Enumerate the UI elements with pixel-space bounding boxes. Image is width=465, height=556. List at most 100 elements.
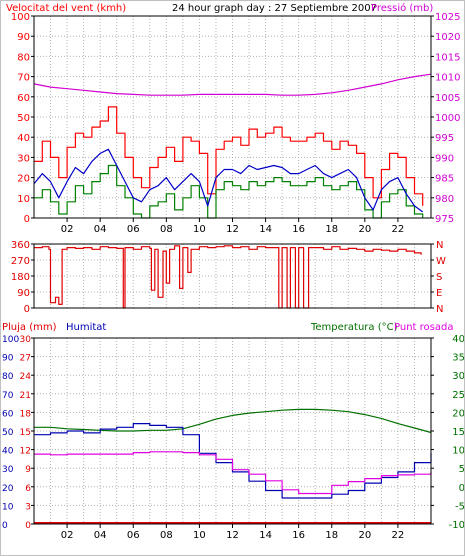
humidity-ytick-label: 20 xyxy=(2,484,14,494)
pressure-ytick-label: 995 xyxy=(435,133,454,144)
direction-panel-frame xyxy=(33,243,432,309)
climate-panel-xtick-label: 08 xyxy=(160,530,173,541)
climate-panel-xtick-label: 14 xyxy=(259,530,272,541)
wind-ytick-label: 40 xyxy=(17,133,30,144)
rain-ytick-label: 12 xyxy=(20,447,31,457)
wind-panel-xtick-label: 04 xyxy=(94,224,107,235)
wind-panel-xtick-label: 16 xyxy=(292,224,305,235)
pressure-ytick-label: 1025 xyxy=(435,12,460,23)
humidity-ytick-label: 90 xyxy=(2,354,14,364)
temperature-ytick-label: 5 xyxy=(459,464,465,475)
pressure-label: Pressió (mb) xyxy=(371,2,433,14)
direction-ytick-label: 270 xyxy=(11,256,30,267)
compass-label: E xyxy=(436,288,442,299)
wind-panel-xtick-label: 12 xyxy=(226,224,239,235)
climate-panel-xtick-label: 16 xyxy=(292,530,305,541)
climate-panel-xtick-label: 22 xyxy=(392,530,405,541)
temperature-ytick-label: 10 xyxy=(452,446,465,457)
pressure-ytick-label: 1020 xyxy=(435,32,460,43)
wind-min-line xyxy=(34,164,424,219)
temperature-ytick-label: 15 xyxy=(452,427,465,438)
temperature-ytick-label: -10 xyxy=(449,520,465,531)
pressure-ytick-label: 1005 xyxy=(435,93,460,104)
direction-ytick-label: 180 xyxy=(11,272,30,283)
pressure-ytick-label: 980 xyxy=(435,194,454,205)
wind-speed-label: Velocitat del vent (kmh) xyxy=(6,3,126,14)
climate-panel-xtick-label: 04 xyxy=(94,530,107,541)
climate-panel-xtick-label: 06 xyxy=(127,530,140,541)
wind-ytick-label: 80 xyxy=(17,52,30,63)
wind-panel-xtick-label: 18 xyxy=(325,224,338,235)
direction-ytick-label: 360 xyxy=(11,240,30,251)
humidity-ytick-label: 70 xyxy=(2,391,14,401)
rain-ytick-label: 9 xyxy=(25,465,31,475)
wind-panel-xtick-label: 02 xyxy=(61,224,74,235)
wind-panel-xtick-label: 14 xyxy=(259,224,272,235)
rain-label: Pluja (mm) xyxy=(2,322,57,333)
wind-ytick-label: 100 xyxy=(11,12,30,23)
direction-ytick-label: 90 xyxy=(17,288,30,299)
rain-ytick-label: 21 xyxy=(20,391,31,401)
wind-panel-xtick-label: 06 xyxy=(127,224,140,235)
climate-panel-xtick-label: 10 xyxy=(193,530,206,541)
climate-panel-xtick-label: 18 xyxy=(325,530,338,541)
compass-label: S xyxy=(436,272,442,283)
rain-ytick-label: 15 xyxy=(20,428,31,438)
wind-direction-line xyxy=(34,245,422,309)
wind-panel-xtick-label: 20 xyxy=(358,224,371,235)
climate-panel-xtick-label: 12 xyxy=(226,530,239,541)
temperature-ytick-label: 0 xyxy=(459,483,465,494)
temperature-label: Temperatura (°C) xyxy=(310,322,398,333)
rain-ytick-label: 3 xyxy=(25,502,31,512)
rain-ytick-label: 18 xyxy=(20,409,32,419)
wind-panel-xtick-label: 08 xyxy=(160,224,173,235)
pressure-line xyxy=(33,73,432,96)
temperature-ytick-label: -5 xyxy=(455,501,465,512)
wind-ytick-label: 30 xyxy=(17,153,30,164)
temperature-ytick-label: 20 xyxy=(452,408,465,419)
temperature-ytick-label: 35 xyxy=(452,353,465,364)
pressure-ytick-label: 1000 xyxy=(435,113,460,124)
rain-ytick-label: 0 xyxy=(25,521,31,531)
pressure-ytick-label: 1010 xyxy=(435,73,460,84)
wind-avg-line xyxy=(33,148,424,213)
wind-panel-xtick-label: 22 xyxy=(392,224,405,235)
rain-ytick-label: 6 xyxy=(25,484,31,494)
humidity-label: Humitat xyxy=(66,322,106,333)
humidity-ytick-label: 30 xyxy=(2,465,14,475)
pressure-ytick-label: 975 xyxy=(435,214,454,225)
humidity-ytick-label: 80 xyxy=(2,372,14,382)
climate-panel-xtick-label: 20 xyxy=(358,530,371,541)
chart-title: 24 hour graph day : 27 Septiembre 2007 xyxy=(172,3,377,14)
dewpoint-label: Punt rosada xyxy=(394,322,453,333)
pressure-ytick-label: 985 xyxy=(435,174,454,185)
wind-ytick-label: 50 xyxy=(17,113,30,124)
direction-ytick-label: 0 xyxy=(24,304,30,315)
humidity-ytick-label: 50 xyxy=(2,428,14,438)
wind-ytick-label: 60 xyxy=(17,93,30,104)
temperature-ytick-label: 40 xyxy=(452,334,465,345)
temperature-ytick-label: 30 xyxy=(452,371,465,382)
humidity-ytick-label: 0 xyxy=(2,521,8,531)
wind-ytick-label: 70 xyxy=(17,73,30,84)
wind-gust-line xyxy=(34,106,424,206)
pressure-ytick-label: 990 xyxy=(435,153,454,164)
humidity-ytick-label: 60 xyxy=(2,409,14,419)
dewpoint-line xyxy=(34,451,432,495)
rain-ytick-label: 24 xyxy=(20,372,32,382)
wind-panel-xtick-label: 10 xyxy=(193,224,206,235)
compass-label: W xyxy=(436,256,446,267)
wind-ytick-label: 10 xyxy=(17,194,30,205)
wind-ytick-label: 0 xyxy=(24,214,30,225)
wind-ytick-label: 90 xyxy=(17,32,30,43)
temperature-ytick-label: 25 xyxy=(452,390,465,401)
pressure-ytick-label: 1015 xyxy=(435,52,460,63)
humidity-ytick-label: 40 xyxy=(2,447,14,457)
compass-label: N xyxy=(436,304,443,315)
rain-ytick-label: 30 xyxy=(20,335,32,345)
climate-panel-xtick-label: 02 xyxy=(61,530,74,541)
rain-ytick-label: 27 xyxy=(20,354,31,364)
